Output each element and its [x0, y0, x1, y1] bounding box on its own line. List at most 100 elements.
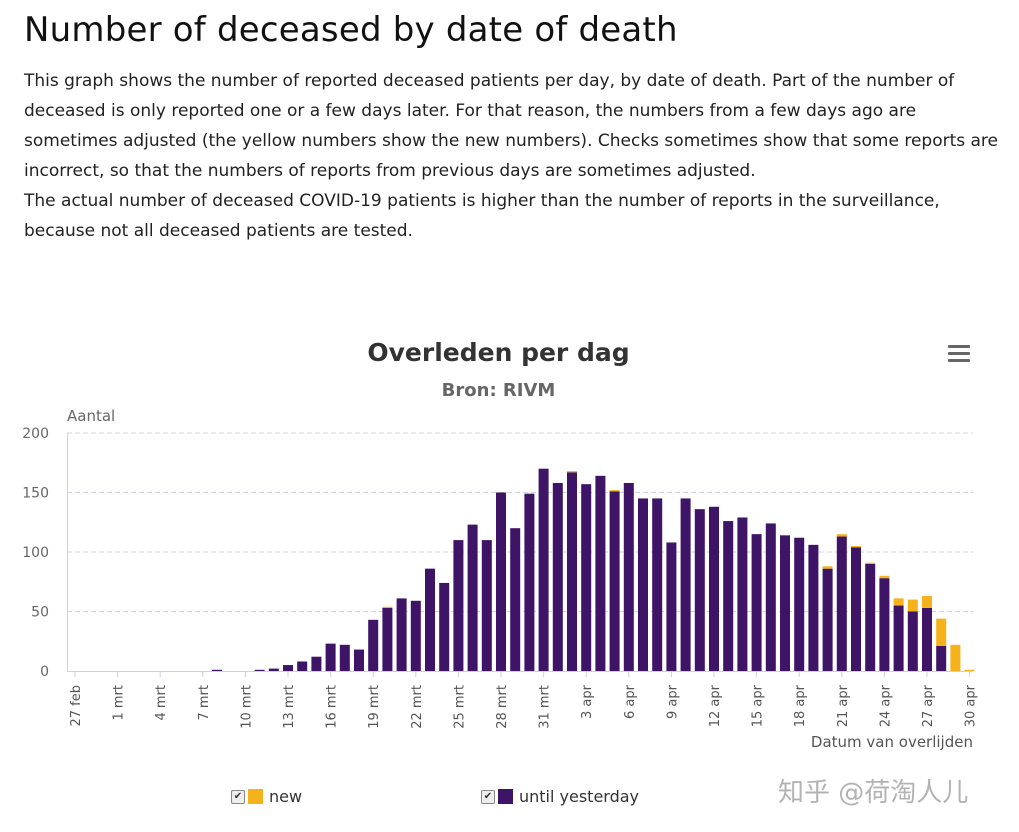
bar-until-yesterday: [425, 568, 435, 671]
bar-until-yesterday: [581, 484, 592, 671]
x-tick-label: 27 apr: [921, 684, 936, 727]
bar-until-yesterday: [680, 498, 691, 671]
bar-until-yesterday: [609, 491, 620, 671]
x-tick-label: 28 mrt: [495, 685, 510, 729]
hamburger-menu-icon[interactable]: [948, 345, 970, 363]
bar-until-yesterday: [794, 537, 805, 671]
chart-subtitle: Bron: RIVM: [441, 380, 556, 401]
x-tick-label: 16 mrt: [325, 685, 340, 729]
y-tick-label: 100: [22, 545, 49, 561]
checkbox-icon[interactable]: ✔: [481, 789, 495, 804]
x-tick-label: 18 apr: [793, 684, 808, 727]
x-tick-label: 9 apr: [665, 684, 680, 719]
legend-item-until-yesterday[interactable]: ✔ until yesterday: [481, 787, 639, 806]
bar-until-yesterday: [922, 607, 932, 671]
y-tick-label: 50: [31, 605, 49, 621]
bar-until-yesterday: [538, 468, 549, 671]
description: This graph shows the number of reported …: [24, 66, 999, 246]
bar-new: [907, 599, 918, 612]
bar-until-yesterday: [510, 528, 521, 671]
y-tick-label: 0: [40, 664, 49, 680]
bar-until-yesterday: [751, 534, 762, 671]
x-tick-label: 4 mrt: [154, 685, 169, 721]
bar-new: [822, 566, 833, 569]
bar-until-yesterday: [439, 582, 450, 671]
bar-new: [865, 562, 876, 564]
bar-new: [922, 596, 932, 608]
bar-until-yesterday: [623, 482, 634, 671]
bar-until-yesterday: [879, 578, 890, 671]
x-tick-label: 24 apr: [878, 684, 893, 727]
bar-until-yesterday: [851, 547, 861, 671]
x-tick-label: 12 apr: [708, 684, 723, 727]
legend-label: until yesterday: [519, 787, 640, 806]
x-axis-title: Datum van overlijden: [810, 733, 973, 751]
bar-until-yesterday: [382, 607, 393, 671]
x-tick-label: 3 apr: [580, 684, 595, 719]
bar-until-yesterday: [907, 611, 918, 671]
x-tick-label: 10 mrt: [239, 685, 254, 729]
x-tick-label: 19 mrt: [367, 685, 382, 729]
legend-swatch-until-yesterday: [498, 789, 513, 804]
bar-new: [851, 546, 861, 548]
bar-new: [950, 644, 961, 671]
bar-until-yesterday: [283, 665, 293, 671]
y-tick-label: 200: [22, 426, 49, 442]
bar-until-yesterday: [410, 600, 421, 671]
bar-until-yesterday: [694, 509, 705, 671]
bar-until-yesterday: [638, 498, 648, 671]
x-tick-label: 7 mrt: [197, 685, 212, 721]
bar-until-yesterday: [311, 656, 322, 671]
description-paragraph: This graph shows the number of reported …: [24, 71, 998, 181]
bar-until-yesterday: [723, 521, 734, 671]
bar-new: [893, 598, 904, 606]
bar-new: [609, 490, 620, 492]
bar-until-yesterday: [865, 563, 876, 671]
bar-until-yesterday: [297, 661, 308, 671]
bar-until-yesterday: [268, 668, 279, 671]
y-tick-label: 150: [22, 486, 49, 502]
checkbox-icon[interactable]: ✔: [231, 789, 245, 804]
bar-new: [964, 669, 975, 671]
bar-until-yesterday: [254, 669, 265, 671]
bar-new: [936, 618, 947, 647]
bar-new: [879, 575, 890, 579]
bar-until-yesterday: [212, 669, 222, 671]
x-tick-label: 1 mrt: [112, 685, 127, 721]
legend-label: new: [269, 787, 303, 806]
bar-until-yesterday: [936, 646, 947, 671]
x-tick-label: 30 apr: [964, 684, 979, 727]
x-tick-label: 21 apr: [836, 684, 851, 727]
bar-until-yesterday: [453, 540, 464, 671]
x-tick-label: 22 mrt: [410, 685, 425, 729]
x-tick-label: 27 feb: [69, 685, 84, 727]
bar-until-yesterday: [481, 540, 492, 671]
bar-until-yesterday: [325, 643, 336, 671]
bar-until-yesterday: [339, 644, 350, 671]
bar-until-yesterday: [368, 619, 379, 671]
bar-until-yesterday: [836, 536, 847, 671]
bar-until-yesterday: [893, 605, 904, 671]
legend-item-new[interactable]: ✔ new: [231, 787, 302, 806]
chart-title: Overleden per dag: [367, 338, 630, 367]
bar-until-yesterday: [666, 542, 677, 671]
bar-until-yesterday: [396, 598, 407, 671]
bar-new: [836, 534, 847, 537]
bar-until-yesterday: [524, 493, 535, 671]
bar-until-yesterday: [552, 482, 563, 671]
y-axis-title: Aantal: [67, 407, 116, 425]
watermark: 知乎 @荷淘人儿: [778, 778, 969, 808]
bar-until-yesterday: [467, 524, 478, 671]
bar-until-yesterday: [737, 517, 748, 671]
x-tick-label: 13 mrt: [282, 685, 297, 729]
bar-new: [567, 471, 577, 473]
description-paragraph: The actual number of deceased COVID-19 p…: [24, 191, 940, 241]
bar-until-yesterday: [765, 523, 776, 671]
bar-until-yesterday: [567, 472, 577, 671]
page-title: Number of deceased by date of death: [24, 10, 678, 50]
x-tick-label: 15 apr: [751, 684, 766, 727]
x-tick-label: 25 mrt: [452, 685, 467, 729]
legend-swatch-new: [248, 789, 263, 804]
bar-until-yesterday: [652, 498, 663, 671]
